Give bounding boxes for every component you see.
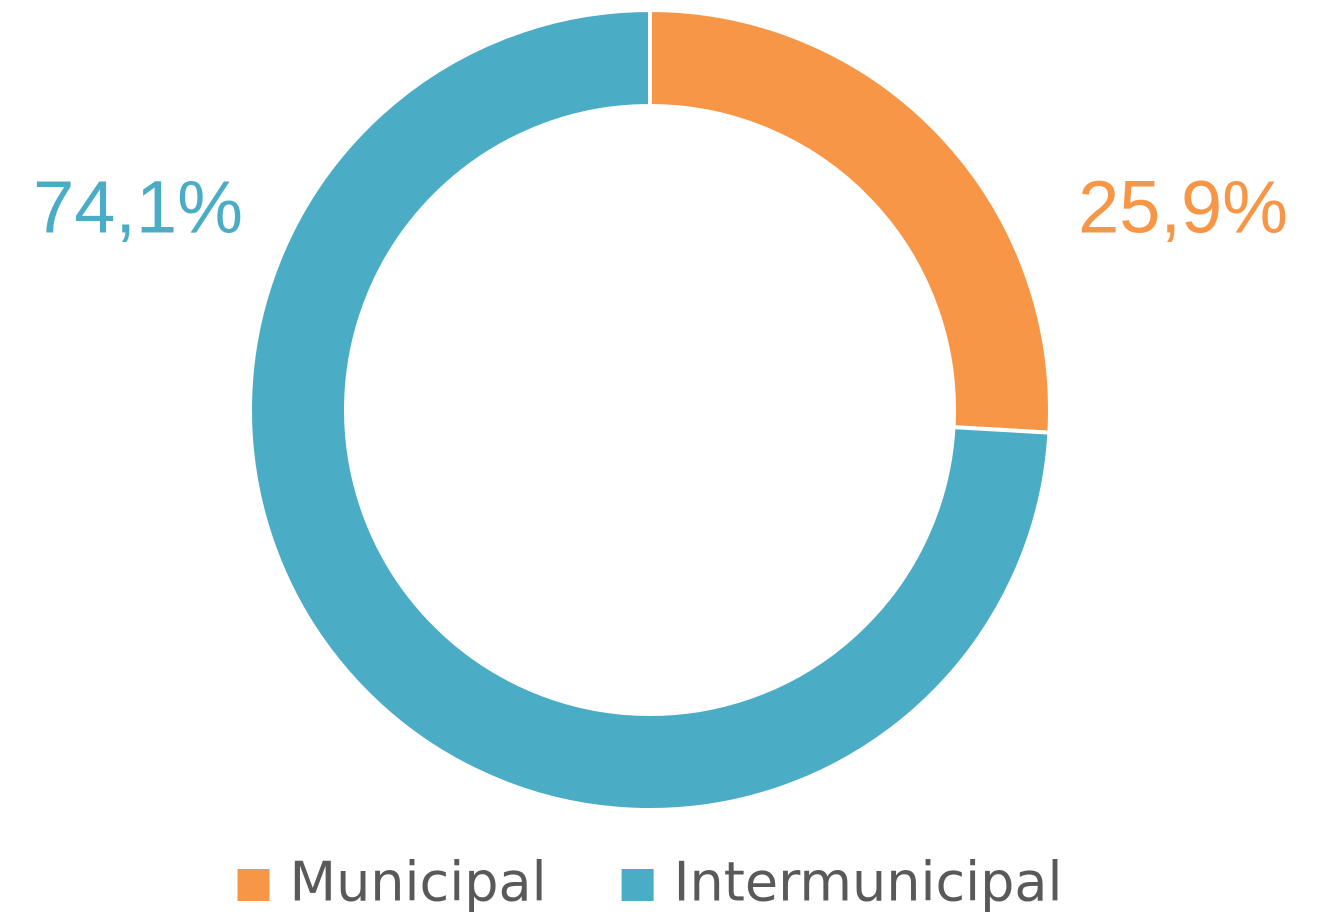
legend-label: Municipal <box>289 851 546 914</box>
donut-segment <box>648 7 1052 435</box>
value-label: 74,1% <box>33 166 243 249</box>
value-label: 25,9% <box>1078 166 1288 249</box>
legend-swatch <box>237 869 270 901</box>
donut-segment <box>248 7 1052 812</box>
legend-label: Intermunicipal <box>674 851 1063 914</box>
legend-swatch <box>621 869 654 901</box>
